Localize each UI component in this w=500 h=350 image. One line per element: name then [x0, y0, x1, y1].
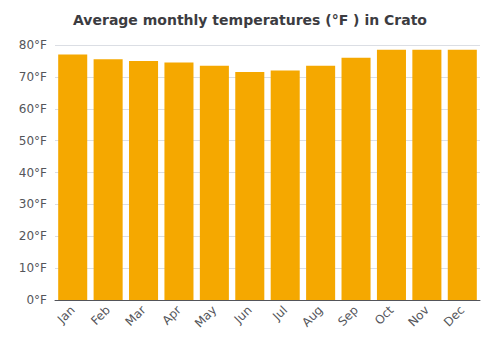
svg-text:May: May — [192, 303, 219, 330]
svg-text:Dec: Dec — [441, 303, 467, 329]
svg-text:10°F: 10°F — [19, 261, 47, 275]
svg-text:Sep: Sep — [335, 303, 361, 329]
svg-text:Jan: Jan — [54, 303, 78, 327]
svg-text:Nov: Nov — [405, 303, 431, 329]
svg-text:30°F: 30°F — [19, 197, 47, 211]
svg-text:Average monthly temperatures (: Average monthly temperatures (°F ) in Cr… — [73, 12, 427, 28]
svg-text:Apr: Apr — [159, 303, 184, 328]
svg-text:80°F: 80°F — [19, 38, 47, 52]
svg-text:Jun: Jun — [231, 303, 255, 327]
svg-text:70°F: 70°F — [19, 70, 47, 84]
svg-text:Jul: Jul — [269, 303, 290, 324]
svg-text:50°F: 50°F — [19, 134, 47, 148]
svg-text:Aug: Aug — [299, 303, 325, 329]
svg-text:60°F: 60°F — [19, 102, 47, 116]
svg-text:40°F: 40°F — [19, 166, 47, 180]
svg-text:Oct: Oct — [372, 303, 397, 328]
svg-text:0°F: 0°F — [26, 293, 47, 307]
svg-text:Mar: Mar — [123, 303, 149, 329]
svg-text:Feb: Feb — [88, 303, 113, 328]
svg-text:20°F: 20°F — [19, 229, 47, 243]
